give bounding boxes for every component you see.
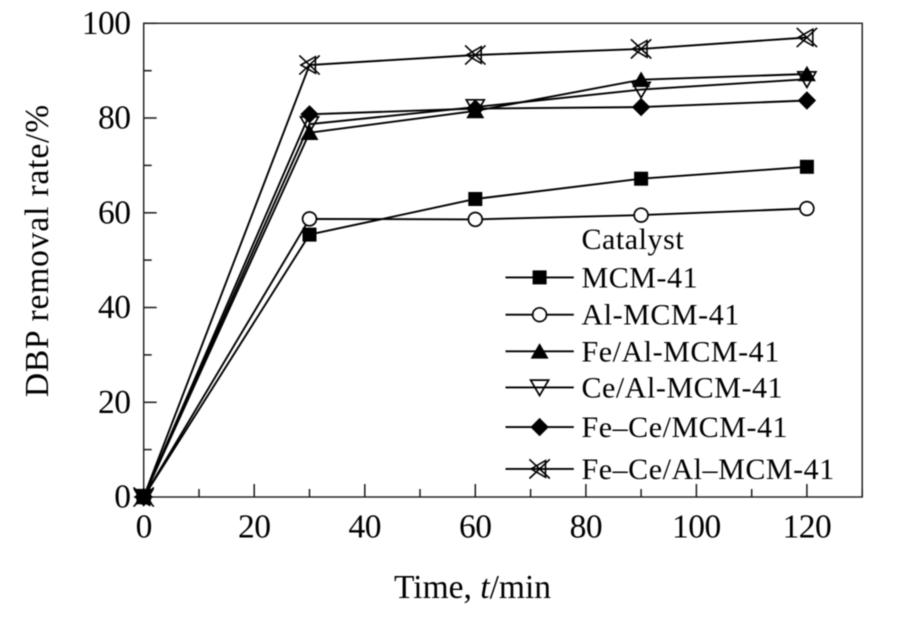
svg-text:100: 100 <box>82 5 131 42</box>
svg-text:Catalyst: Catalyst <box>582 223 685 256</box>
svg-text:20: 20 <box>98 384 131 421</box>
svg-text:MCM-41: MCM-41 <box>582 261 699 294</box>
svg-text:0: 0 <box>114 479 130 516</box>
svg-text:Ce/Al-MCM-41: Ce/Al-MCM-41 <box>582 371 784 404</box>
svg-text:Time, t/min: Time, t/min <box>394 569 551 606</box>
svg-text:80: 80 <box>98 100 131 137</box>
svg-text:60: 60 <box>459 509 492 546</box>
svg-text:60: 60 <box>98 194 131 231</box>
svg-text:DBP removal rate/%: DBP removal rate/% <box>19 104 56 397</box>
svg-text:40: 40 <box>349 509 382 546</box>
svg-text:Fe–Ce/MCM-41: Fe–Ce/MCM-41 <box>582 411 789 444</box>
svg-text:80: 80 <box>570 509 603 546</box>
svg-text:Al-MCM-41: Al-MCM-41 <box>582 299 740 332</box>
svg-text:20: 20 <box>238 509 271 546</box>
svg-text:Fe–Ce/Al–MCM-41: Fe–Ce/Al–MCM-41 <box>582 453 835 486</box>
svg-text:0: 0 <box>136 509 152 546</box>
svg-text:40: 40 <box>98 289 131 326</box>
svg-text:Fe/Al-MCM-41: Fe/Al-MCM-41 <box>582 335 780 368</box>
svg-text:120: 120 <box>783 509 832 546</box>
svg-text:100: 100 <box>672 509 721 546</box>
